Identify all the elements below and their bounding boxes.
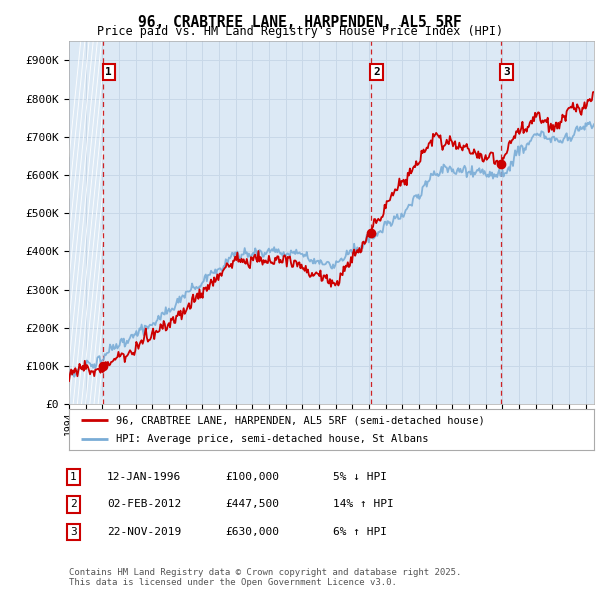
Text: 96, CRABTREE LANE, HARPENDEN, AL5 5RF (semi-detached house): 96, CRABTREE LANE, HARPENDEN, AL5 5RF (s… [116, 415, 485, 425]
Text: Contains HM Land Registry data © Crown copyright and database right 2025.
This d: Contains HM Land Registry data © Crown c… [69, 568, 461, 587]
Text: 3: 3 [70, 527, 77, 537]
Text: 96, CRABTREE LANE, HARPENDEN, AL5 5RF: 96, CRABTREE LANE, HARPENDEN, AL5 5RF [138, 15, 462, 30]
Text: £100,000: £100,000 [225, 472, 279, 481]
Text: £447,500: £447,500 [225, 500, 279, 509]
Text: 1: 1 [70, 472, 77, 481]
Text: 1: 1 [106, 67, 112, 77]
Text: 6% ↑ HPI: 6% ↑ HPI [333, 527, 387, 537]
Text: 14% ↑ HPI: 14% ↑ HPI [333, 500, 394, 509]
Text: £630,000: £630,000 [225, 527, 279, 537]
Text: 12-JAN-1996: 12-JAN-1996 [107, 472, 181, 481]
Text: 2: 2 [373, 67, 380, 77]
Text: 2: 2 [70, 500, 77, 509]
Text: HPI: Average price, semi-detached house, St Albans: HPI: Average price, semi-detached house,… [116, 434, 429, 444]
Text: 3: 3 [503, 67, 510, 77]
Text: 5% ↓ HPI: 5% ↓ HPI [333, 472, 387, 481]
Text: 22-NOV-2019: 22-NOV-2019 [107, 527, 181, 537]
Text: 02-FEB-2012: 02-FEB-2012 [107, 500, 181, 509]
Text: Price paid vs. HM Land Registry's House Price Index (HPI): Price paid vs. HM Land Registry's House … [97, 25, 503, 38]
